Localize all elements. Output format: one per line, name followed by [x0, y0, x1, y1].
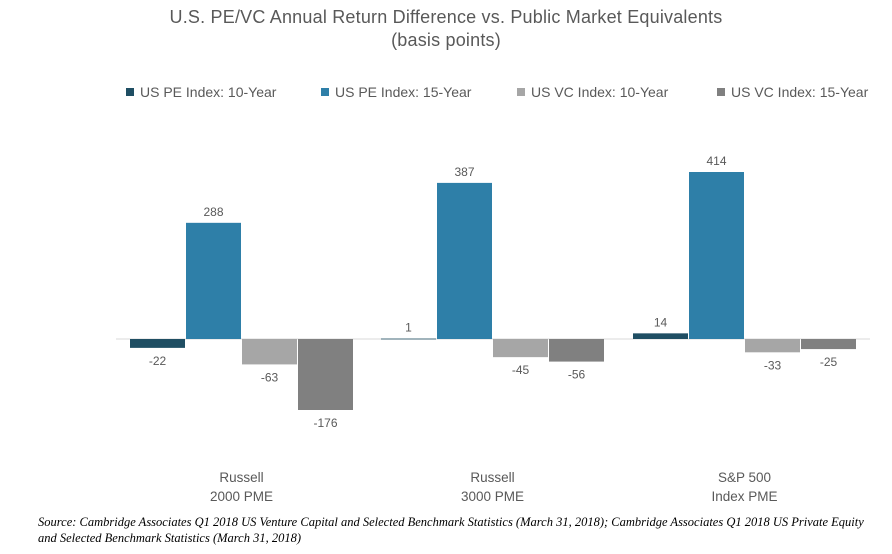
legend-swatch — [517, 88, 525, 96]
legend-item: US PE Index: 10-Year — [126, 84, 276, 100]
bar — [381, 338, 436, 340]
bar — [242, 339, 297, 365]
bar — [493, 339, 548, 358]
category-label: Russell — [470, 470, 514, 485]
source-note: Source: Cambridge Associates Q1 2018 US … — [38, 515, 864, 545]
data-label: -22 — [149, 354, 167, 368]
bar — [633, 333, 688, 339]
data-label: -25 — [820, 355, 838, 369]
category-label: Russell — [219, 470, 263, 485]
category-label: 2000 PME — [210, 489, 273, 504]
legend-label: US VC Index: 10-Year — [531, 84, 669, 100]
data-label: 14 — [654, 315, 668, 329]
data-label: -45 — [512, 363, 530, 377]
legend-item: US VC Index: 15-Year — [717, 84, 868, 100]
data-label: 1 — [405, 321, 412, 335]
plot-area: -22 288 -63 -176 Russell 2000 PME 1 387 -45 -56 Ru… — [116, 154, 870, 504]
chart: U.S. PE/VC Annual Return Difference vs. … — [0, 7, 892, 504]
data-label: -56 — [568, 368, 586, 382]
legend-label: US PE Index: 15-Year — [335, 84, 472, 100]
data-label: -176 — [313, 416, 337, 430]
bar — [298, 339, 353, 410]
category-label: Index PME — [711, 489, 777, 504]
category-label: 3000 PME — [461, 489, 524, 504]
legend-label: US VC Index: 15-Year — [731, 84, 869, 100]
data-label: -33 — [764, 358, 782, 372]
bar — [437, 182, 492, 339]
bar — [689, 172, 744, 339]
data-label: -63 — [261, 370, 279, 384]
legend-label: US PE Index: 10-Year — [140, 84, 277, 100]
bar — [186, 222, 241, 339]
legend-swatch — [321, 88, 329, 96]
data-label: 387 — [454, 165, 474, 179]
legend-item: US VC Index: 10-Year — [517, 84, 668, 100]
bar — [549, 339, 604, 362]
bar — [745, 339, 800, 353]
legend-swatch — [126, 88, 134, 96]
legend-item: US PE Index: 15-Year — [321, 84, 471, 100]
chart-subtitle: (basis points) — [391, 30, 501, 50]
data-label: 288 — [203, 205, 223, 219]
bar — [801, 339, 856, 350]
legend-swatch — [717, 88, 725, 96]
data-label: 414 — [706, 154, 726, 168]
bar — [130, 339, 185, 348]
category-label: S&P 500 — [718, 470, 771, 485]
chart-title: U.S. PE/VC Annual Return Difference vs. … — [169, 7, 723, 27]
legend: US PE Index: 10-Year US PE Index: 15-Year… — [0, 84, 892, 102]
